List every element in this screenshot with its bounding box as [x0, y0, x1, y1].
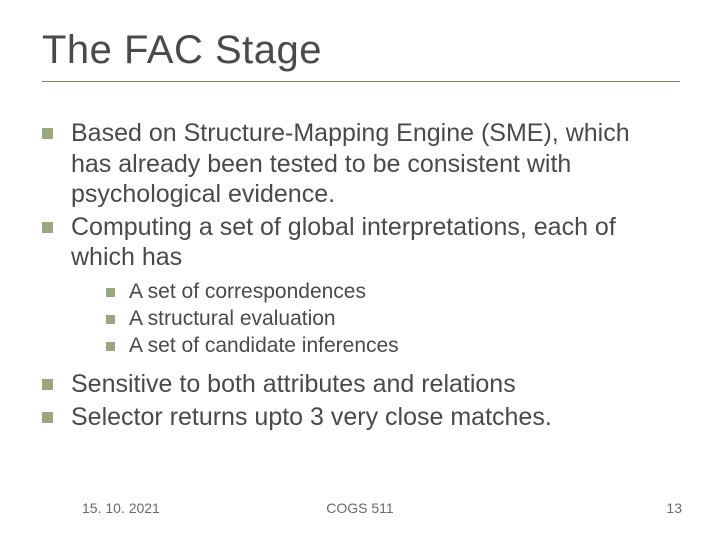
square-bullet-icon — [106, 315, 115, 324]
slide-title: The FAC Stage — [42, 28, 680, 73]
footer-center-text: COGS 511 — [0, 500, 720, 516]
bullet-item: Sensitive to both attributes and relatio… — [42, 369, 672, 400]
bullet-item: Based on Structure-Mapping Engine (SME),… — [42, 118, 672, 210]
square-bullet-icon — [42, 128, 53, 139]
bullet-item: Selector returns upto 3 very close match… — [42, 402, 672, 433]
sub-bullet-text: A structural evaluation — [129, 306, 336, 332]
sub-bullet-text: A set of candidate inferences — [129, 333, 399, 359]
slide-footer: 15. 10. 2021 COGS 511 13 — [0, 500, 720, 522]
sub-bullet-text: A set of correspondences — [129, 279, 366, 305]
sub-bullet-list: A set of correspondences A structural ev… — [106, 279, 672, 360]
sub-bullet-item: A set of correspondences — [106, 279, 672, 305]
footer-page-number: 13 — [666, 500, 682, 516]
bullet-text: Computing a set of global interpretation… — [71, 212, 672, 273]
slide: The FAC Stage Based on Structure-Mapping… — [0, 0, 720, 540]
sub-bullet-item: A set of candidate inferences — [106, 333, 672, 359]
square-bullet-icon — [42, 412, 53, 423]
bullet-text: Based on Structure-Mapping Engine (SME),… — [71, 118, 672, 210]
square-bullet-icon — [42, 379, 53, 390]
square-bullet-icon — [106, 288, 115, 297]
bullet-text: Selector returns upto 3 very close match… — [71, 402, 552, 433]
slide-body: Based on Structure-Mapping Engine (SME),… — [42, 118, 672, 434]
bullet-text: Sensitive to both attributes and relatio… — [71, 369, 516, 400]
square-bullet-icon — [106, 342, 115, 351]
title-underline — [42, 81, 680, 82]
bullet-item: Computing a set of global interpretation… — [42, 212, 672, 273]
sub-bullet-item: A structural evaluation — [106, 306, 672, 332]
square-bullet-icon — [42, 222, 53, 233]
title-block: The FAC Stage — [42, 28, 680, 82]
